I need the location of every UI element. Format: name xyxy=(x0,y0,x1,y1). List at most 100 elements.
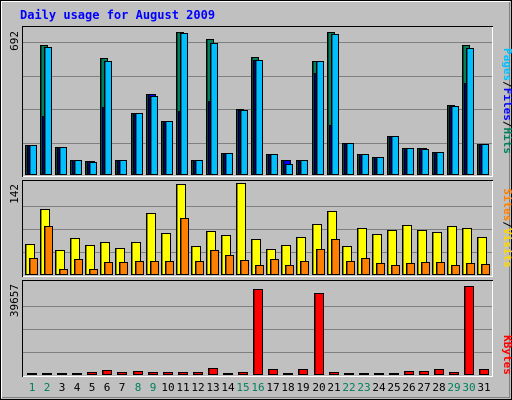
bar-sites-day-31 xyxy=(481,264,490,275)
bar-pages-day-21-shade xyxy=(332,35,333,174)
bar-pages-day-17-shade xyxy=(271,155,272,174)
bar-sites-day-17 xyxy=(270,259,279,275)
bar-kbytes-day-29-shade xyxy=(450,373,451,374)
bar-kbytes-day-7 xyxy=(117,372,127,375)
bar-sites-day-1 xyxy=(29,258,38,275)
bar-visits-day-9-shade xyxy=(147,214,148,274)
day-label: 17 xyxy=(266,381,279,394)
bar-kbytes-day-5 xyxy=(87,372,97,375)
bar-pages-day-31-shade xyxy=(482,145,483,174)
bar-sites-day-2-shade xyxy=(45,227,46,274)
bar-pages-day-4 xyxy=(74,160,82,175)
bar-pages-day-3-shade xyxy=(60,148,61,174)
bar-kbytes-day-24 xyxy=(374,373,384,375)
bar-hits-day-3-shade xyxy=(56,148,57,174)
bar-hits-day-1-shade xyxy=(26,146,27,174)
bar-pages-day-5-shade xyxy=(90,163,91,174)
bar-files-day-24-shade xyxy=(375,158,376,174)
bar-pages-day-12 xyxy=(195,160,203,175)
bar-sites-day-13 xyxy=(210,250,219,275)
bar-hits-day-20-shade xyxy=(313,62,314,174)
bar-sites-day-30-shade xyxy=(467,264,468,274)
bar-pages-day-8 xyxy=(135,113,143,175)
bar-kbytes-day-1 xyxy=(27,373,37,375)
bar-hits-day-5-shade xyxy=(86,162,87,174)
bar-hits-day-13-shade xyxy=(207,40,208,174)
bar-pages-day-10-shade xyxy=(166,122,167,174)
day-label: 31 xyxy=(477,381,490,394)
legend-hits: Hits xyxy=(501,128,512,155)
bar-visits-day-18-shade xyxy=(282,246,283,274)
bar-kbytes-day-8-shade xyxy=(134,372,135,374)
bar-kbytes-day-16 xyxy=(253,289,263,375)
bar-files-day-8-shade xyxy=(134,114,135,174)
bars-kbytes xyxy=(27,286,489,375)
bar-pages-day-10 xyxy=(165,121,173,175)
bar-hits-day-17-shade xyxy=(267,155,268,174)
bar-pages-day-2-shade xyxy=(45,48,46,174)
bar-pages-day-7-shade xyxy=(120,161,121,174)
day-label: 18 xyxy=(281,381,294,394)
day-label: 22 xyxy=(342,381,355,394)
bar-files-day-17-shade xyxy=(269,155,270,174)
bar-visits-day-22-shade xyxy=(343,247,344,274)
bar-files-day-25-shade xyxy=(390,137,391,174)
bar-sites-day-10-shade xyxy=(166,262,167,274)
bar-hits-day-24-shade xyxy=(373,158,374,174)
bar-files-day-23-shade xyxy=(360,155,361,174)
bar-pages-day-16 xyxy=(255,60,263,175)
bar-sites-day-30 xyxy=(466,263,475,275)
bar-files-day-21-shade xyxy=(330,126,331,174)
bar-files-day-12-shade xyxy=(194,161,195,174)
bar-kbytes-day-27 xyxy=(419,371,429,375)
bar-visits-day-2-shade xyxy=(41,210,42,274)
bar-hits-day-9-shade xyxy=(147,95,148,174)
bar-visits-day-23-shade xyxy=(358,229,359,274)
legend-pages: Pages xyxy=(501,48,512,81)
bar-pages-day-30 xyxy=(466,48,474,175)
bar-pages-day-19-shade xyxy=(301,161,302,174)
bar-sites-day-2 xyxy=(44,226,53,275)
bar-files-day-20-shade xyxy=(315,74,316,174)
bar-pages-day-28-shade xyxy=(437,153,438,174)
bar-kbytes-day-12-shade xyxy=(194,373,195,374)
bar-hits-day-16-shade xyxy=(252,58,253,174)
bar-visits-day-10-shade xyxy=(162,234,163,274)
bar-hits-day-15-shade xyxy=(237,110,238,174)
bar-pages-day-29-shade xyxy=(452,107,453,174)
bar-sites-day-11-shade xyxy=(181,219,182,274)
bar-hits-day-30-shade xyxy=(463,46,464,174)
bar-visits-day-7-shade xyxy=(116,249,117,274)
bar-pages-day-27 xyxy=(421,149,429,175)
bar-pages-day-3 xyxy=(59,147,67,175)
bar-sites-day-3-shade xyxy=(60,270,61,274)
bar-kbytes-day-31 xyxy=(479,369,489,375)
day-label: 23 xyxy=(357,381,370,394)
bar-sites-day-16 xyxy=(255,265,264,275)
bar-visits-day-25-shade xyxy=(388,231,389,274)
bar-sites-day-19 xyxy=(300,261,309,275)
bar-hits-day-28-shade xyxy=(433,153,434,174)
bar-visits-day-26-shade xyxy=(403,226,404,274)
bars-sites-visits xyxy=(25,183,490,275)
bar-hits-day-31-shade xyxy=(478,145,479,174)
bar-files-day-13-shade xyxy=(209,102,210,174)
bar-kbytes-day-30-shade xyxy=(465,287,466,374)
bar-sites-day-7-shade xyxy=(120,263,121,274)
bar-kbytes-day-9 xyxy=(148,372,158,375)
bar-kbytes-day-11-shade xyxy=(179,373,180,374)
bar-pages-day-29 xyxy=(451,106,459,175)
panel-kbytes: 39657 KBytes xyxy=(8,280,512,377)
bar-sites-day-29 xyxy=(451,265,460,275)
bar-pages-day-13 xyxy=(210,43,218,175)
bar-pages-day-6-shade xyxy=(105,62,106,174)
bar-pages-day-18 xyxy=(285,164,293,175)
bar-kbytes-day-15 xyxy=(238,372,248,375)
day-label: 10 xyxy=(161,381,174,394)
bar-pages-day-1 xyxy=(29,145,37,175)
bar-sites-day-3 xyxy=(59,269,68,275)
bar-pages-day-12-shade xyxy=(196,161,197,174)
legend-visits: Visits xyxy=(501,228,512,268)
bar-pages-day-16-shade xyxy=(256,61,257,174)
bar-kbytes-day-22 xyxy=(344,373,354,375)
